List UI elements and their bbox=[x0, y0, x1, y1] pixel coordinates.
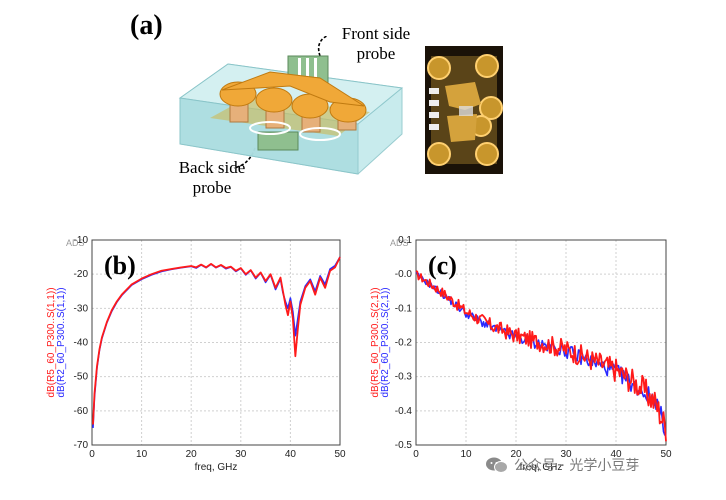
panel-label: (c) bbox=[428, 251, 457, 280]
plot-area-border bbox=[91, 239, 341, 446]
y-tick-label: -50 bbox=[74, 372, 89, 383]
front-probe-label: Front side probe bbox=[341, 24, 411, 63]
x-tick-label: 40 bbox=[610, 449, 622, 460]
y-tick-label: -0.5 bbox=[395, 440, 413, 451]
y-tick-label: -10 bbox=[74, 235, 89, 246]
y-tick-label: -60 bbox=[74, 406, 89, 417]
watermark: 公众号 · 光学小豆芽 bbox=[486, 455, 639, 475]
back-probe-arrow bbox=[233, 147, 256, 169]
series-line-1 bbox=[92, 256, 341, 425]
y-tick-label: -40 bbox=[74, 338, 89, 349]
watermark-text: 公众号 · 光学小豆芽 bbox=[514, 458, 640, 474]
x-tick-label: 0 bbox=[413, 449, 419, 460]
device-3d-model bbox=[178, 36, 404, 175]
series-line-1 bbox=[415, 270, 667, 442]
panel-label: (b) bbox=[104, 251, 136, 280]
x-tick-label: 10 bbox=[136, 449, 148, 460]
device-micrograph bbox=[425, 46, 503, 174]
y-tick-label: -0.3 bbox=[395, 372, 413, 383]
y-tick-label: -30 bbox=[74, 303, 89, 314]
y-tick-label: 0.1 bbox=[398, 235, 412, 246]
gold-pad bbox=[255, 87, 293, 113]
x-tick-label: 20 bbox=[510, 449, 522, 460]
plot-area-border bbox=[415, 239, 667, 446]
x-axis-label: freq, GHz bbox=[520, 462, 563, 473]
x-tick-label: 50 bbox=[660, 449, 672, 460]
y-tick-label: -0.4 bbox=[395, 406, 413, 417]
x-tick-label: 50 bbox=[334, 449, 346, 460]
y-axis-label-series2: dB(R2_60_P300..S(1,1)) bbox=[56, 287, 67, 397]
wechat-icon bbox=[486, 457, 508, 473]
chart-brand: ADS bbox=[390, 238, 409, 248]
x-tick-label: 20 bbox=[186, 449, 198, 460]
x-tick-label: 0 bbox=[89, 449, 95, 460]
y-axis-label-series1: dB(R5_60_P300..S(1,1)) bbox=[46, 287, 57, 397]
y-axis-label-series2: dB(R2_60_P300..S(2,1)) bbox=[380, 287, 391, 397]
chart-b: ADS 0 10 20 30 40 50 -10 -20 -30 -40 -50 -60 -70 freq,… bbox=[0, 230, 350, 495]
front-probe-arrow bbox=[317, 36, 329, 57]
x-axis-label: freq, GHz bbox=[195, 462, 238, 473]
y-tick-label: -20 bbox=[74, 269, 89, 280]
y-tick-label: -0.2 bbox=[395, 338, 413, 349]
back-probe bbox=[257, 131, 299, 151]
x-tick-label: 30 bbox=[560, 449, 572, 460]
y-tick-label: -0.0 bbox=[395, 269, 413, 280]
y-tick-label: -70 bbox=[74, 440, 89, 451]
x-tick-label: 10 bbox=[460, 449, 472, 460]
chart-brand: ADS bbox=[66, 238, 85, 248]
panel-a-label: (a) bbox=[130, 10, 163, 41]
back-probe-label: Back side probe bbox=[178, 158, 246, 197]
y-axis-label-series1: dB(R5_60_P300..S(2,1)) bbox=[370, 287, 381, 397]
x-tick-label: 30 bbox=[235, 449, 247, 460]
chart-c: ADS 0 10 20 30 40 50 0.1 -0.0 -0.1 -0.2 -0.3 -0.4 -0.… bbox=[360, 230, 726, 495]
x-tick-label: 40 bbox=[285, 449, 297, 460]
y-tick-label: -0.1 bbox=[395, 303, 413, 314]
